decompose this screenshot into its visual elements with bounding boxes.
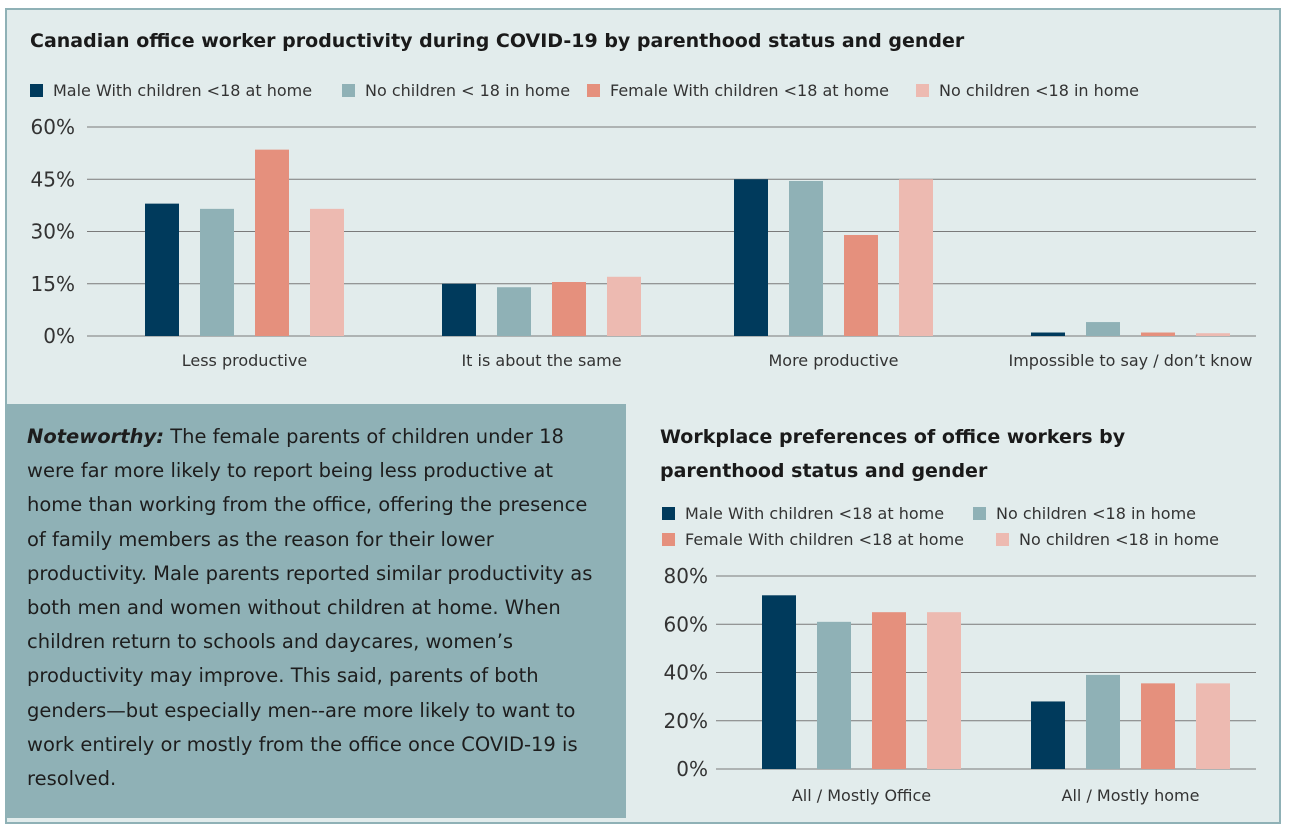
legend-swatch — [662, 533, 675, 546]
bar — [310, 208, 344, 336]
legend-item: No children <18 in home — [916, 81, 1139, 100]
legend-item: Male With children <18 at home — [30, 81, 312, 100]
x-category-label: All / Mostly Office — [792, 786, 931, 805]
legend-item: Male With children <18 at home — [662, 504, 944, 523]
bar — [1196, 683, 1230, 769]
bar — [607, 276, 641, 336]
bar — [927, 612, 961, 769]
legend-swatch — [662, 507, 675, 520]
x-category-label: It is about the same — [461, 351, 621, 370]
y-tick-label: 20% — [664, 709, 708, 733]
bar — [552, 282, 586, 336]
bar — [497, 287, 531, 336]
note-body: The female parents of children under 18 … — [27, 425, 593, 791]
bar — [1086, 674, 1120, 769]
top-chart-title: Canadian office worker productivity duri… — [30, 30, 965, 52]
top-chart: 0% 15% 30% 45% 60% Less productive It is about… — [31, 115, 1256, 370]
x-category-label: More productive — [768, 351, 898, 370]
legend-label: Female With children <18 at home — [610, 81, 890, 100]
y-tick-label: 0% — [43, 324, 75, 348]
y-tick-label: 30% — [31, 220, 75, 244]
legend-swatch — [996, 533, 1009, 546]
legend-swatch — [916, 84, 929, 97]
legend-label: Male With children <18 at home — [685, 504, 945, 523]
bar — [1031, 332, 1065, 336]
bar — [1196, 333, 1230, 336]
y-tick-label: 40% — [664, 661, 708, 685]
x-category-label: Impossible to say / don’t know — [1008, 351, 1252, 370]
legend-label: No children < 18 in home — [365, 81, 571, 100]
legend-item: No children <18 in home — [973, 504, 1196, 523]
legend-label: No children <18 in home — [939, 81, 1140, 100]
legend-item: No children <18 in home — [996, 530, 1219, 549]
legend-item: No children < 18 in home — [342, 81, 570, 100]
y-tick-label: 0% — [676, 757, 708, 781]
note-lead: Noteworthy: — [27, 425, 165, 448]
y-tick-label: 45% — [31, 167, 75, 191]
legend-label: Male With children <18 at home — [53, 81, 313, 100]
legend-item: Female With children <18 at home — [662, 530, 964, 549]
bar — [789, 180, 823, 336]
legend-label: No children <18 in home — [1019, 530, 1220, 549]
bar — [844, 234, 878, 336]
note-text: Noteworthy: The female parents of childr… — [27, 420, 612, 796]
bottom-chart-title: Workplace preferences of office workers … — [660, 426, 1126, 482]
legend-label: No children <18 in home — [996, 504, 1197, 523]
bar — [1141, 332, 1175, 336]
bar — [145, 203, 179, 336]
bar — [200, 208, 234, 336]
bar — [734, 179, 768, 336]
bar — [872, 612, 906, 769]
legend-label: Female With children <18 at home — [685, 530, 965, 549]
bar — [442, 283, 476, 336]
y-tick-label: 80% — [664, 564, 708, 588]
x-category-label: Less productive — [182, 351, 308, 370]
bar — [1031, 701, 1065, 769]
bar — [762, 595, 796, 769]
y-tick-label: 60% — [664, 612, 708, 636]
legend-swatch — [342, 84, 355, 97]
note-box — [7, 404, 626, 818]
legend-swatch — [587, 84, 600, 97]
bar — [817, 621, 851, 769]
bar — [255, 149, 289, 336]
bar — [1086, 322, 1120, 336]
y-tick-label: 60% — [31, 115, 75, 139]
legend-swatch — [30, 84, 43, 97]
bar — [899, 179, 933, 336]
x-category-label: All / Mostly home — [1062, 786, 1200, 805]
legend-item: Female With children <18 at home — [587, 81, 889, 100]
y-tick-label: 15% — [31, 272, 75, 296]
bar — [1141, 683, 1175, 769]
legend-swatch — [973, 507, 986, 520]
